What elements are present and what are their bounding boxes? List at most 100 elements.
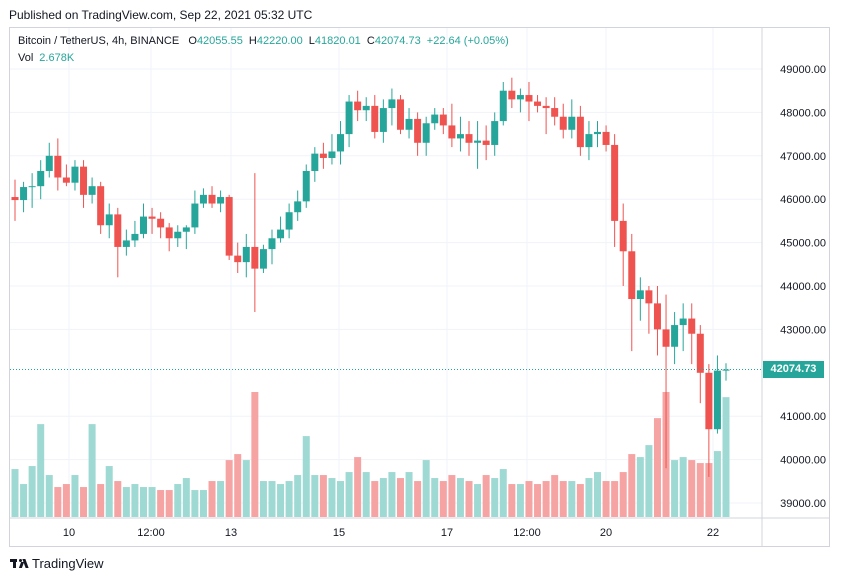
candle-body — [191, 203, 199, 228]
volume-bar — [139, 487, 147, 517]
volume-bar — [525, 481, 533, 517]
low-value: 41820.01 — [314, 35, 361, 47]
volume-bar — [448, 475, 456, 517]
volume-bar — [542, 481, 550, 517]
volume-legend[interactable]: Vol 2.678K — [18, 52, 74, 64]
volume-bar — [516, 484, 524, 517]
volume-bar — [456, 478, 464, 517]
volume-bar — [174, 484, 182, 517]
volume-bar — [705, 463, 713, 517]
volume-bar — [28, 466, 36, 517]
volume-bar — [268, 481, 276, 517]
candle-body — [396, 99, 404, 130]
candle-body — [568, 116, 576, 130]
volume-bar — [645, 445, 653, 517]
volume-bar — [251, 392, 259, 517]
candle-body — [576, 116, 584, 148]
volume-bar — [285, 481, 293, 517]
volume-bar — [671, 460, 679, 517]
symbol-legend[interactable]: Bitcoin / TetherUS, 4h, BINANCE O42055.5… — [18, 35, 512, 47]
candle-body — [465, 134, 473, 143]
candle-body — [337, 134, 345, 152]
volume-bar — [199, 490, 207, 517]
x-axis-tick-label: 12:00 — [513, 527, 541, 539]
tradingview-logo[interactable]: TradingView — [10, 556, 104, 571]
candle-body — [362, 105, 370, 111]
candle-body — [105, 214, 113, 226]
volume-bar — [20, 484, 28, 517]
candle-body — [388, 99, 396, 109]
candle-body — [54, 155, 62, 178]
candle-body — [422, 123, 430, 143]
high-value: 42220.00 — [256, 35, 303, 47]
volume-bar — [713, 451, 721, 517]
volume-bar — [491, 478, 499, 517]
volume-bar — [302, 436, 310, 517]
x-axis-tick-label: 22 — [707, 527, 719, 539]
high-label: H — [248, 35, 257, 47]
volume-bar — [439, 481, 447, 517]
candle-body — [311, 153, 319, 171]
volume-bar — [88, 424, 96, 517]
candle-body — [28, 186, 36, 188]
volume-bar — [80, 487, 88, 517]
volume-bar — [414, 481, 422, 517]
volume-bar — [679, 457, 687, 517]
volume-bar — [636, 457, 644, 517]
open-value: 42055.55 — [196, 35, 243, 47]
candle-body — [414, 118, 422, 143]
volume-bar — [696, 463, 704, 517]
volume-bar — [105, 466, 113, 517]
candle-body — [619, 220, 627, 252]
volume-bar — [157, 490, 165, 517]
volume-bar — [97, 484, 105, 517]
candle-body — [71, 166, 79, 183]
symbol-name[interactable]: Bitcoin / TetherUS, 4h, BINANCE — [18, 35, 180, 47]
candle-body — [165, 227, 173, 239]
candle-body — [705, 372, 713, 430]
y-axis-tick-label: 48000.00 — [780, 107, 826, 119]
volume-bar — [354, 457, 362, 517]
x-axis-tick-label: 17 — [441, 527, 453, 539]
volume-bar — [54, 487, 62, 517]
volume-bar — [688, 460, 696, 517]
last-price-tag: 42074.73 — [763, 361, 824, 379]
chart-frame[interactable] — [9, 27, 830, 547]
candle-body — [662, 329, 670, 347]
candle-body — [559, 116, 567, 130]
volume-bar — [191, 490, 199, 517]
candle-body — [234, 255, 242, 263]
close-value: 42074.73 — [374, 35, 421, 47]
candle-body — [259, 249, 267, 269]
volume-bar — [559, 481, 567, 517]
candle-body — [294, 201, 302, 213]
volume-bar — [311, 475, 319, 517]
volume-bar — [217, 481, 225, 517]
candle-body — [157, 218, 165, 228]
candle-body — [371, 105, 379, 132]
y-axis-tick-label: 45000.00 — [780, 238, 826, 250]
volume-bar — [165, 490, 173, 517]
y-axis-tick-label: 46000.00 — [780, 194, 826, 206]
candle-body — [199, 194, 207, 204]
candle-body — [636, 290, 644, 300]
candle-body — [345, 101, 353, 135]
volume-bar — [319, 475, 327, 517]
y-axis-tick-label: 40000.00 — [780, 455, 826, 467]
y-axis-tick-label: 47000.00 — [780, 151, 826, 163]
candle-body — [688, 318, 696, 334]
candle-body — [302, 170, 310, 202]
candle-body — [268, 238, 276, 250]
candle-body — [328, 151, 336, 158]
candle-body — [611, 144, 619, 221]
candle-body — [131, 233, 139, 241]
candle-body — [405, 118, 413, 130]
volume-bar — [114, 481, 122, 517]
volume-bar — [722, 397, 730, 517]
volume-bar — [328, 478, 336, 517]
volume-bar — [576, 484, 584, 517]
change-value: +22.64 (+0.05%) — [426, 35, 509, 47]
candle-body — [645, 290, 653, 304]
candle-body — [516, 95, 524, 100]
